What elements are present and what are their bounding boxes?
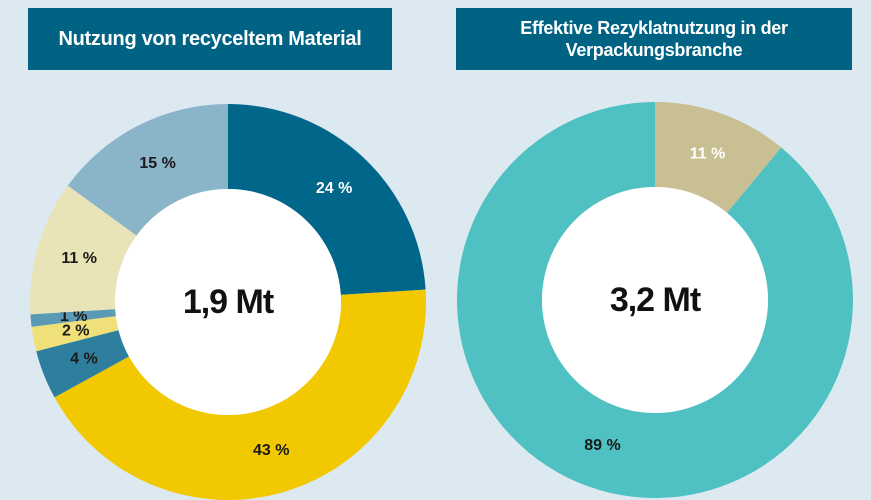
data-label: 4 % — [70, 350, 98, 367]
data-label: 15 % — [139, 155, 175, 172]
donut-slice — [228, 104, 426, 295]
donut-hole — [542, 187, 768, 413]
data-label: 24 % — [316, 180, 352, 197]
donut-slice — [457, 102, 853, 498]
chart-title: Effektive Rezyklatnutzung in der Verpack… — [456, 8, 852, 70]
donut-slice — [655, 102, 782, 213]
data-label: 89 % — [584, 437, 620, 454]
donut-hole — [115, 189, 341, 415]
donut-slice — [36, 330, 129, 398]
chart-title: Nutzung von recyceltem Material — [28, 8, 392, 70]
data-label: 43 % — [253, 442, 289, 459]
donut-slice — [54, 289, 427, 500]
data-label: 11 % — [61, 250, 97, 267]
donut-slice — [67, 103, 228, 236]
center-label: 1,9 Mt — [183, 283, 274, 321]
donut-slice — [31, 316, 119, 352]
center-label: 3,2 Mt — [610, 281, 701, 319]
donut-slice — [30, 309, 116, 327]
data-label: 2 % — [62, 322, 90, 339]
donut-slice — [30, 185, 137, 315]
data-label: 11 % — [690, 145, 726, 162]
